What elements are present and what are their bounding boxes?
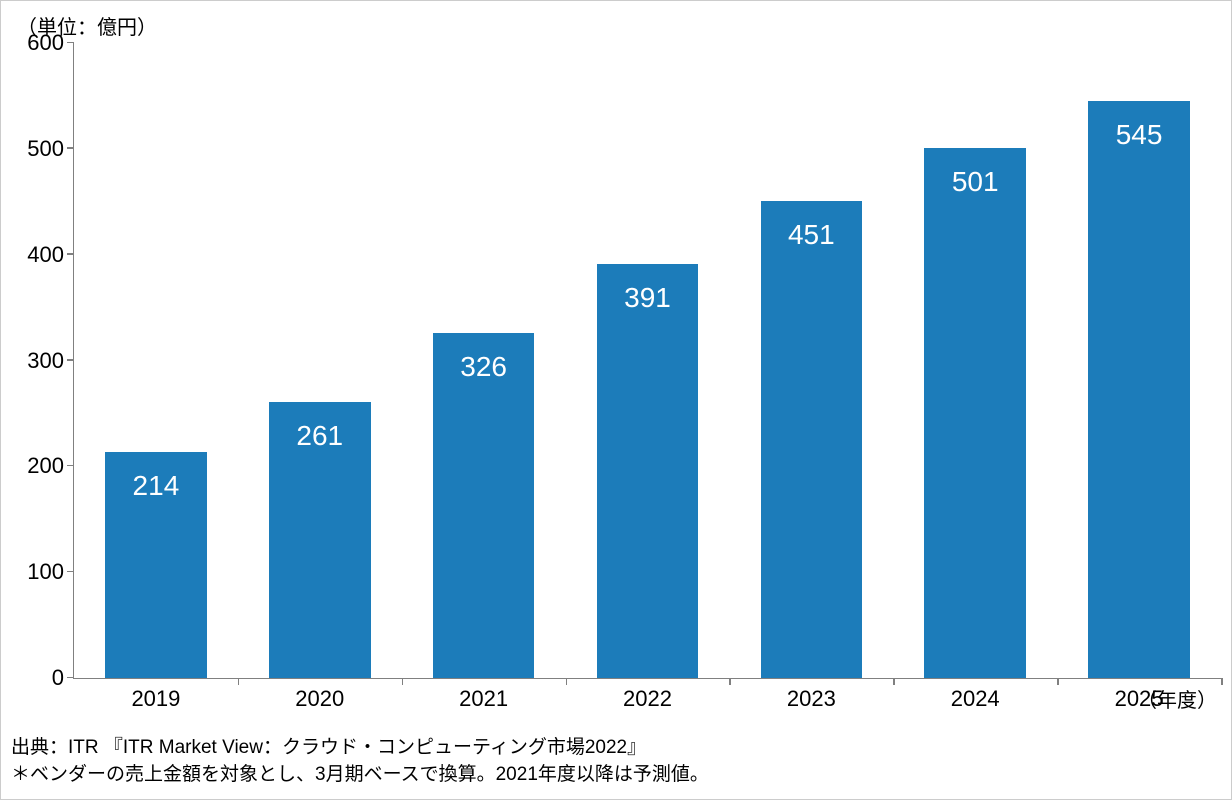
bar: 501	[924, 148, 1026, 678]
x-tick-label: 2021	[459, 686, 508, 712]
bar-value-label: 326	[433, 351, 535, 383]
x-tick-label: 2023	[787, 686, 836, 712]
bar-value-label: 451	[761, 219, 863, 251]
y-tick-label: 600	[27, 30, 64, 56]
y-tick-label: 500	[27, 136, 64, 162]
bar: 326	[433, 333, 535, 678]
x-tick-mark	[1057, 678, 1059, 685]
y-tick-label: 0	[52, 665, 64, 691]
x-tick-mark	[893, 678, 895, 685]
x-tick-mark	[1221, 678, 1223, 685]
y-tick-mark	[67, 359, 74, 361]
x-axis-caption: （年度）	[1137, 684, 1217, 713]
x-tick-label: 2024	[951, 686, 1000, 712]
plot-area: 0100200300400500600214201926120203262021…	[73, 43, 1221, 679]
chart-container: （単位：億円） 01002003004005006002142019261202…	[0, 0, 1232, 800]
bar-value-label: 391	[597, 282, 699, 314]
bar: 391	[597, 264, 699, 678]
footer-source: 出典：ITR 『ITR Market View：クラウド・コンピューティング市場…	[11, 734, 709, 789]
y-tick-mark	[67, 677, 74, 679]
bar: 545	[1088, 101, 1190, 678]
footer-line-2: ＊ベンダーの売上金額を対象とし、3月期ベースで換算。2021年度以降は予測値。	[11, 761, 709, 789]
x-tick-label: 2020	[295, 686, 344, 712]
y-tick-mark	[67, 147, 74, 149]
bar: 451	[761, 201, 863, 678]
y-tick-label: 400	[27, 242, 64, 268]
bar-value-label: 501	[924, 166, 1026, 198]
x-tick-mark	[402, 678, 404, 685]
x-tick-label: 2019	[131, 686, 180, 712]
y-tick-mark	[67, 253, 74, 255]
bar: 261	[269, 402, 371, 678]
y-tick-label: 200	[27, 453, 64, 479]
bar-value-label: 545	[1088, 119, 1190, 151]
y-tick-mark	[67, 42, 74, 44]
y-tick-label: 300	[27, 348, 64, 374]
bar-value-label: 214	[105, 470, 207, 502]
bar: 214	[105, 452, 207, 678]
x-tick-mark	[729, 678, 731, 685]
x-tick-label: 2022	[623, 686, 672, 712]
y-tick-mark	[67, 571, 74, 573]
y-tick-label: 100	[27, 559, 64, 585]
x-tick-mark	[566, 678, 568, 685]
bar-value-label: 261	[269, 420, 371, 452]
x-tick-mark	[238, 678, 240, 685]
y-tick-mark	[67, 465, 74, 467]
footer-line-1: 出典：ITR 『ITR Market View：クラウド・コンピューティング市場…	[11, 734, 709, 762]
